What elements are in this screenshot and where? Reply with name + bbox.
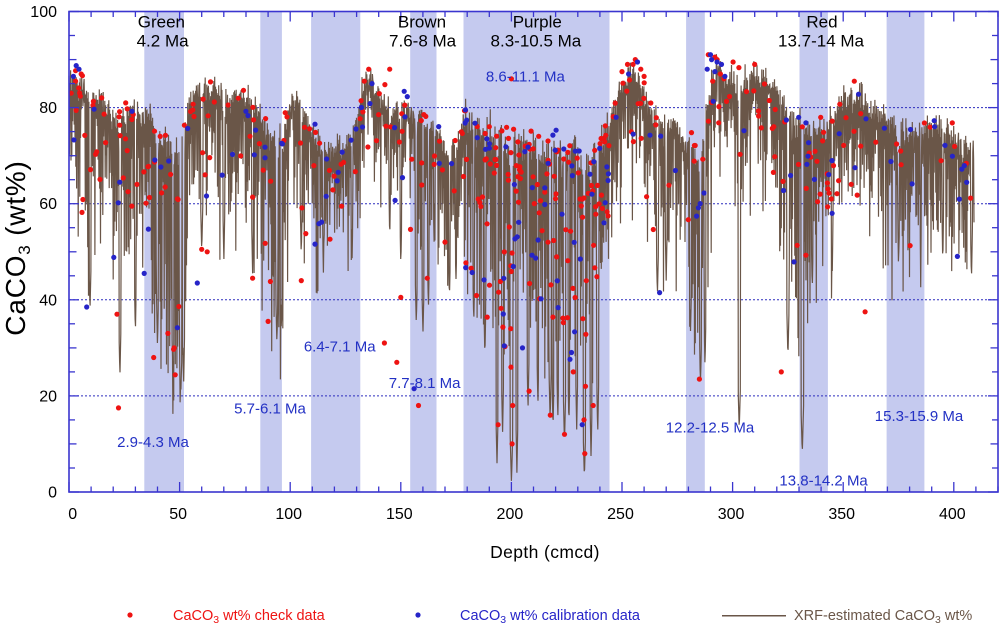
svg-text:7.6-8 Ma: 7.6-8 Ma: [389, 32, 457, 51]
svg-text:XRF-estimated CaCO3 wt%: XRF-estimated CaCO3 wt%: [794, 608, 972, 626]
svg-text:Brown: Brown: [398, 13, 446, 32]
svg-text:Depth (cmcd): Depth (cmcd): [490, 542, 600, 562]
svg-text:8.3-10.5 Ma: 8.3-10.5 Ma: [491, 32, 582, 51]
svg-text:Red: Red: [806, 13, 837, 32]
svg-text:200: 200: [497, 506, 524, 523]
svg-text:100: 100: [30, 4, 57, 21]
svg-text:CaCO3 wt% calibration data: CaCO3 wt% calibration data: [460, 608, 641, 626]
svg-text:150: 150: [386, 506, 413, 523]
svg-text:60: 60: [39, 196, 57, 213]
svg-text:15.3-15.9 Ma: 15.3-15.9 Ma: [875, 408, 964, 425]
svg-text:300: 300: [718, 506, 745, 523]
svg-text:250: 250: [607, 506, 634, 523]
svg-text:6.4-7.1 Ma: 6.4-7.1 Ma: [304, 339, 376, 356]
svg-text:100: 100: [275, 506, 302, 523]
svg-text:12.2-12.5 Ma: 12.2-12.5 Ma: [666, 420, 755, 437]
svg-text:2.9-4.3 Ma: 2.9-4.3 Ma: [117, 434, 189, 451]
svg-text:CaCO3 (wt%): CaCO3 (wt%): [0, 160, 34, 335]
svg-text:13.8-14.2 Ma: 13.8-14.2 Ma: [779, 473, 868, 490]
svg-text:20: 20: [39, 388, 57, 405]
svg-text:50: 50: [169, 506, 187, 523]
svg-text:350: 350: [828, 506, 855, 523]
svg-text:7.7-8.1 Ma: 7.7-8.1 Ma: [389, 375, 461, 392]
svg-text:80: 80: [39, 100, 57, 117]
svg-text:0: 0: [68, 506, 77, 523]
svg-text:0: 0: [48, 485, 57, 502]
svg-text:Purple: Purple: [513, 13, 562, 32]
svg-text:Green: Green: [138, 13, 185, 32]
svg-text:CaCO3 wt% check data: CaCO3 wt% check data: [173, 608, 326, 626]
svg-text:4.2 Ma: 4.2 Ma: [137, 32, 190, 51]
svg-text:8.6-11.1 Ma: 8.6-11.1 Ma: [486, 68, 566, 85]
svg-text:13.7-14 Ma: 13.7-14 Ma: [778, 32, 865, 51]
svg-text:5.7-6.1 Ma: 5.7-6.1 Ma: [234, 401, 306, 418]
svg-text:40: 40: [39, 292, 57, 309]
svg-text:400: 400: [939, 506, 966, 523]
